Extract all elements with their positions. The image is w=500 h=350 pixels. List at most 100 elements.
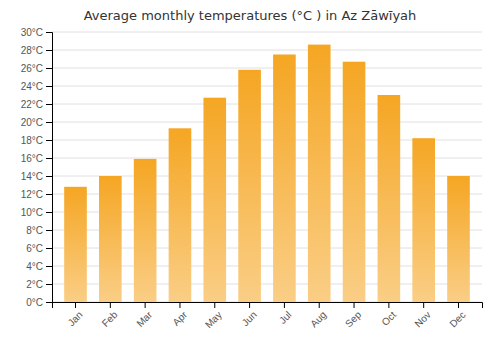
y-tick: 4°C [26, 261, 52, 272]
x-tick: May [203, 302, 224, 330]
chart: 0°C 2°C 4°C 6°C 8°C 10°C 12°C 14°C 16°C 18°C 20°C 2… [0, 0, 500, 350]
x-tick: Aug [308, 302, 328, 329]
y-tick-mark [46, 68, 52, 69]
x-tick-label: Oct [379, 309, 398, 328]
x-tick-label: Aug [308, 309, 328, 329]
grid-line [52, 68, 482, 69]
x-tick-label: Jan [66, 309, 85, 328]
bar [99, 176, 122, 302]
x-tick-label: Mar [134, 309, 154, 329]
y-tick: 18°C [21, 135, 52, 146]
x-tick: Mar [134, 302, 154, 329]
x-tick-mark [214, 302, 215, 308]
y-tick-label: 4°C [26, 261, 43, 272]
y-tick: 6°C [26, 243, 52, 254]
bar [378, 95, 401, 302]
x-tick: Jun [240, 302, 259, 328]
x-tick: Jan [66, 302, 85, 328]
y-tick-mark [46, 302, 52, 303]
y-tick: 26°C [21, 63, 52, 74]
grid-line [52, 86, 482, 87]
y-tick: 0°C [26, 297, 52, 308]
bar [134, 159, 157, 302]
plot: 0°C 2°C 4°C 6°C 8°C 10°C 12°C 14°C 16°C 18°C 20°C 2… [21, 27, 483, 331]
y-tick-label: 20°C [21, 117, 43, 128]
y-tick-mark [46, 230, 52, 231]
grid-line [52, 50, 482, 51]
y-tick-mark [46, 194, 52, 195]
x-tick: Apr [170, 302, 189, 328]
y-tick-mark [46, 176, 52, 177]
y-tick-label: 26°C [21, 63, 43, 74]
y-tick-mark [46, 284, 52, 285]
x-tick: Dec [447, 302, 467, 329]
x-tick-label: Sep [343, 309, 364, 330]
bars [64, 45, 470, 302]
x-tick-label: Jul [277, 309, 294, 326]
x-tick-label: May [203, 309, 224, 330]
x-tick: Oct [379, 302, 398, 328]
x-tick-label: Nov [413, 309, 433, 329]
y-tick-label: 22°C [21, 99, 43, 110]
y-tick-label: 18°C [21, 135, 43, 146]
x-tick: Nov [413, 302, 433, 329]
bar [308, 45, 331, 302]
x-tick: Jul [277, 302, 294, 326]
x-tick-mark [354, 302, 355, 308]
y-tick-label: 24°C [21, 81, 43, 92]
y-tick-mark [46, 248, 52, 249]
bar [273, 55, 296, 303]
bar [64, 187, 87, 302]
y-tick-label: 0°C [26, 297, 43, 308]
x-tick-mark [75, 302, 76, 308]
bar [412, 138, 435, 302]
x-tick-mark [110, 302, 111, 308]
y-tick: 30°C [21, 27, 52, 38]
grid-line [52, 122, 482, 123]
y-tick: 20°C [21, 117, 52, 128]
y-axis: 0°C 2°C 4°C 6°C 8°C 10°C 12°C 14°C 16°C 18°C 20°C 2… [21, 27, 53, 308]
y-tick-label: 30°C [21, 27, 43, 38]
grid-line [52, 32, 482, 33]
bar [343, 62, 366, 302]
x-tick-mark [388, 302, 389, 308]
y-tick-mark [46, 50, 52, 51]
bar [169, 128, 192, 302]
x-axis: Jan Feb Mar Apr May Jun Jul Aug Sep Oct Nov Dec [53, 302, 483, 330]
y-tick-mark [46, 86, 52, 87]
x-axis-line [53, 303, 483, 309]
x-tick: Feb [100, 302, 120, 329]
bar [203, 98, 226, 302]
y-tick-label: 28°C [21, 45, 43, 56]
x-tick-label: Feb [100, 309, 120, 329]
x-tick-mark [423, 302, 424, 308]
y-tick-label: 16°C [21, 153, 43, 164]
y-tick-label: 14°C [21, 171, 43, 182]
x-tick-mark [249, 302, 250, 308]
y-tick: 14°C [21, 171, 52, 182]
y-tick: 28°C [21, 45, 52, 56]
x-tick-mark [319, 302, 320, 308]
x-tick-mark [284, 302, 285, 308]
grid [52, 32, 482, 302]
y-tick-mark [46, 122, 52, 123]
y-tick-label: 12°C [21, 189, 43, 200]
grid-line [52, 104, 482, 105]
y-tick-label: 8°C [26, 225, 43, 236]
y-tick-mark [46, 212, 52, 213]
y-tick-mark [46, 266, 52, 267]
y-tick-label: 2°C [26, 279, 43, 290]
x-tick-mark [145, 302, 146, 308]
y-tick: 12°C [21, 189, 52, 200]
y-tick: 24°C [21, 81, 52, 92]
y-tick-mark [46, 32, 52, 33]
y-tick-label: 10°C [21, 207, 43, 218]
y-tick: 2°C [26, 279, 52, 290]
y-tick: 8°C [26, 225, 52, 236]
y-tick: 22°C [21, 99, 52, 110]
title: Average monthly temperatures (°C ) in Az… [84, 8, 417, 23]
y-tick-mark [46, 140, 52, 141]
y-tick: 16°C [21, 153, 52, 164]
y-tick-mark [46, 104, 52, 105]
x-tick-mark [179, 302, 180, 308]
